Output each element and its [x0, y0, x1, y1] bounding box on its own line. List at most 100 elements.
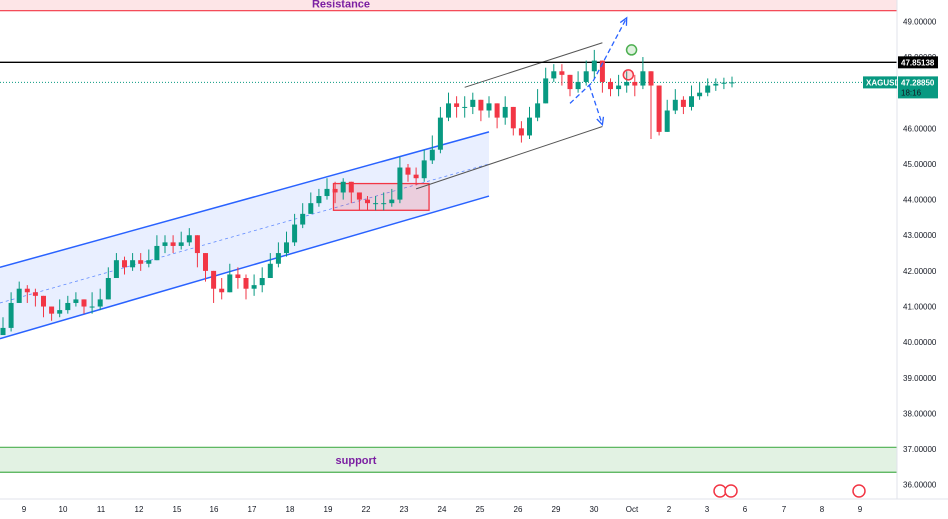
candle	[510, 106, 516, 136]
candle	[146, 249, 152, 268]
candle-body	[518, 128, 524, 136]
target-down-circle[interactable]	[622, 69, 635, 81]
candle	[413, 167, 419, 186]
x-tick-label: 23	[400, 505, 409, 514]
y-axis[interactable]: 36.00000 37.00000 38.00000 39.00000 40.00000…	[896, 0, 948, 499]
consolidation-box[interactable]	[332, 182, 430, 211]
candle	[470, 92, 476, 115]
candle	[284, 231, 289, 257]
candle	[575, 71, 581, 93]
candle	[656, 85, 662, 136]
candle	[267, 253, 273, 279]
upper-channel-top-line[interactable]	[464, 42, 603, 88]
x-axis[interactable]: 9 10 11 12 15 16 17 18 19 22 23 24 25 26 29 30 Oct 2 3 6 7 8 9	[0, 498, 948, 514]
candle-body	[194, 235, 200, 254]
candle-body	[680, 99, 686, 107]
candle-body	[454, 103, 460, 107]
x-tick-label: 10	[59, 505, 68, 514]
candle	[567, 74, 573, 97]
candle-body	[413, 174, 419, 179]
candle	[170, 235, 176, 254]
flag-event-icon-2[interactable]	[852, 484, 866, 498]
y-tick-label: 40.00000	[903, 338, 937, 347]
candle	[316, 188, 322, 207]
candle	[551, 64, 557, 82]
y-tick-label: 41.00000	[903, 303, 937, 312]
y-tick-label: 42.00000	[903, 267, 937, 276]
candle	[186, 228, 192, 246]
overlay-layer	[569, 16, 638, 127]
candle-body	[705, 85, 711, 93]
event-icons[interactable]	[713, 484, 866, 498]
candle	[599, 60, 605, 93]
candle-body	[292, 224, 298, 243]
candle-body	[178, 242, 184, 246]
candle-body	[486, 103, 492, 111]
candle	[543, 67, 549, 104]
ascending-channel-upper-line[interactable]	[0, 131, 490, 269]
candle-body	[599, 60, 605, 82]
x-tick-label: 9	[858, 505, 863, 514]
candle-body	[721, 82, 727, 84]
candle-body	[16, 288, 22, 303]
candle	[583, 60, 589, 86]
candle-body	[510, 106, 516, 129]
candle	[332, 181, 338, 204]
candle-body	[648, 71, 654, 86]
target-up-circle[interactable]	[625, 44, 638, 56]
candle-body	[316, 196, 322, 204]
x-tick-label: 24	[438, 505, 447, 514]
flag-event-icon[interactable]	[724, 484, 738, 498]
candle-body	[462, 106, 468, 108]
x-tick-label: 26	[514, 505, 523, 514]
candle-body	[81, 299, 87, 307]
candle-body	[632, 81, 638, 86]
resistance-zone[interactable]	[0, 0, 897, 11]
projection-up-arrow-head	[619, 16, 628, 26]
candle-body	[162, 242, 168, 246]
candle	[24, 285, 30, 303]
candle	[527, 106, 532, 140]
candle	[664, 99, 670, 132]
candle	[616, 74, 622, 97]
candle-body	[689, 96, 694, 107]
support-label: support	[336, 455, 377, 467]
resistance-label: Resistance	[312, 0, 370, 11]
current-price-tag[interactable]	[898, 76, 938, 99]
candle-body	[421, 160, 427, 179]
candle-body	[624, 81, 630, 86]
candle-body	[429, 149, 435, 161]
annotations-layer	[0, 42, 897, 340]
candle	[648, 71, 654, 140]
horizontal-level-tag[interactable]	[898, 56, 938, 69]
x-tick-label: 8	[820, 505, 825, 514]
economic-event-icon[interactable]	[713, 484, 727, 498]
candle	[365, 196, 370, 211]
upper-channel-bottom-line[interactable]	[415, 126, 603, 190]
candle-body	[89, 306, 95, 308]
candle-body	[284, 242, 289, 254]
candle-body	[146, 260, 152, 264]
candle	[211, 270, 217, 303]
candle-body	[332, 188, 338, 193]
candle	[97, 288, 103, 311]
ascending-channel-lower-line[interactable]	[0, 195, 490, 340]
candle	[478, 99, 484, 122]
candle-body	[348, 181, 354, 193]
support-zone[interactable]	[0, 447, 897, 473]
candle-body	[527, 117, 532, 136]
zones-layer	[0, 0, 897, 473]
candle-body	[138, 260, 144, 264]
candles-layer	[0, 49, 735, 336]
x-tick-label: 19	[324, 505, 333, 514]
y-tick-label: 49.00000	[903, 17, 937, 26]
candle	[154, 235, 160, 261]
y-tick-label: 45.00000	[903, 160, 937, 169]
candle	[632, 74, 638, 97]
projection-up-arrow[interactable]	[569, 17, 628, 104]
candle	[308, 192, 314, 214]
candle	[697, 81, 703, 100]
projection-down-arrow[interactable]	[588, 85, 604, 125]
candle-body	[697, 92, 703, 97]
